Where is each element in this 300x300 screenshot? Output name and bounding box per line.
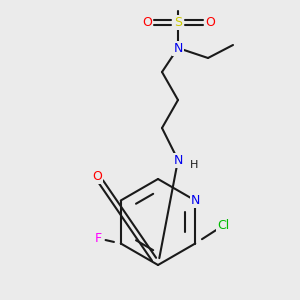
Text: F: F: [95, 232, 102, 245]
Text: N: N: [190, 194, 200, 207]
Text: Cl: Cl: [217, 219, 230, 232]
Text: N: N: [173, 41, 183, 55]
Text: O: O: [205, 16, 215, 28]
Text: O: O: [142, 16, 152, 28]
Text: O: O: [92, 169, 102, 182]
Text: S: S: [174, 16, 182, 28]
Text: N: N: [173, 154, 183, 166]
Text: H: H: [190, 160, 198, 170]
